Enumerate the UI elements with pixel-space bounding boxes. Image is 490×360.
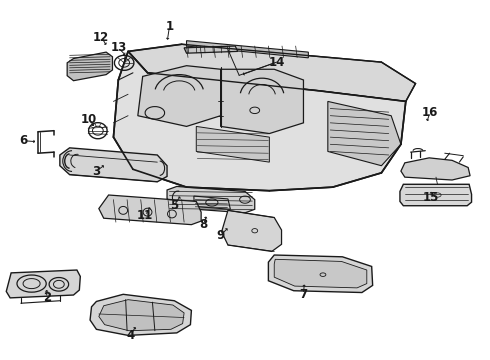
Polygon shape	[128, 44, 416, 102]
Polygon shape	[6, 270, 80, 298]
Polygon shape	[220, 69, 303, 134]
Polygon shape	[99, 300, 184, 331]
Polygon shape	[400, 184, 471, 206]
Polygon shape	[196, 126, 270, 162]
Polygon shape	[328, 102, 401, 166]
Polygon shape	[187, 41, 308, 58]
Polygon shape	[99, 195, 201, 225]
Polygon shape	[269, 255, 373, 293]
Polygon shape	[401, 158, 470, 180]
Polygon shape	[221, 210, 282, 251]
Text: 4: 4	[126, 329, 135, 342]
Polygon shape	[67, 52, 113, 81]
Text: 9: 9	[217, 229, 225, 242]
Text: 14: 14	[269, 55, 285, 69]
Text: 13: 13	[110, 41, 126, 54]
Text: 1: 1	[166, 20, 173, 33]
Polygon shape	[274, 259, 367, 288]
Text: 15: 15	[423, 192, 440, 204]
Text: 5: 5	[170, 198, 178, 212]
Polygon shape	[90, 294, 192, 336]
Text: 12: 12	[93, 31, 109, 44]
Text: 2: 2	[43, 291, 51, 305]
Polygon shape	[114, 51, 406, 191]
Polygon shape	[138, 66, 220, 126]
Text: 7: 7	[299, 288, 308, 301]
Polygon shape	[184, 46, 238, 53]
Polygon shape	[60, 148, 167, 182]
Polygon shape	[194, 196, 230, 209]
Text: 6: 6	[19, 134, 27, 147]
Text: 16: 16	[422, 105, 439, 119]
Text: 8: 8	[199, 218, 208, 231]
Polygon shape	[167, 186, 255, 213]
Text: 10: 10	[81, 113, 97, 126]
Text: 3: 3	[92, 165, 100, 177]
Text: 11: 11	[137, 209, 153, 222]
